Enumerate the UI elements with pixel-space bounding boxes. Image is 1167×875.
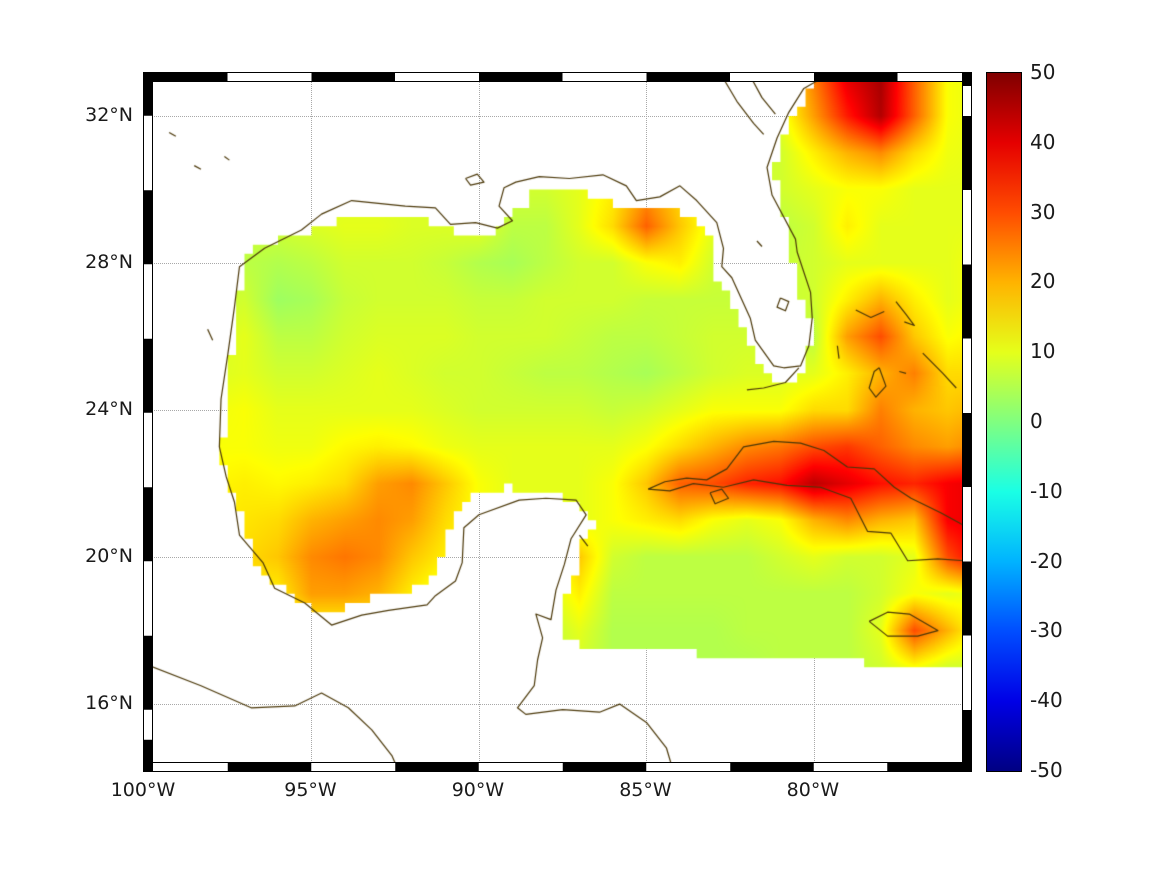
colorbar (986, 72, 1022, 772)
x-tick-label: 90°W (451, 779, 505, 801)
map-frame-top (144, 73, 971, 82)
map-plot-area (143, 72, 972, 772)
colorbar-tick-label: -50 (1030, 758, 1063, 782)
y-tick-label: 20°N (85, 545, 133, 568)
map-frame-bottom (144, 762, 971, 771)
colorbar-tick-label: 40 (1030, 129, 1056, 154)
colorbar-tick-label: 0 (1030, 409, 1043, 433)
colorbar-tick-label: 30 (1030, 199, 1056, 224)
colorbar-tick-label: 10 (1030, 339, 1056, 364)
y-tick-label: 24°N (85, 398, 133, 421)
colorbar-tick-label: -40 (1030, 688, 1063, 713)
colorbar-tick-label: -20 (1030, 548, 1063, 573)
x-tick-label: 95°W (284, 779, 337, 801)
heatmap-canvas (144, 73, 971, 771)
colorbar-tick-label: -30 (1030, 618, 1063, 643)
colorbar-tick-label: 50 (1030, 60, 1056, 84)
colorbar-tick-label: -10 (1030, 478, 1063, 503)
map-frame-right (962, 73, 971, 771)
colorbar-tick-label: 20 (1030, 269, 1056, 294)
y-tick-label: 32°N (85, 104, 133, 126)
y-tick-label: 28°N (85, 251, 133, 274)
y-tick-label: 16°N (85, 692, 133, 715)
x-tick-label: 100°W (110, 779, 176, 801)
map-frame-left (144, 73, 153, 771)
x-tick-label: 80°W (786, 779, 840, 801)
x-tick-label: 85°W (619, 779, 672, 801)
